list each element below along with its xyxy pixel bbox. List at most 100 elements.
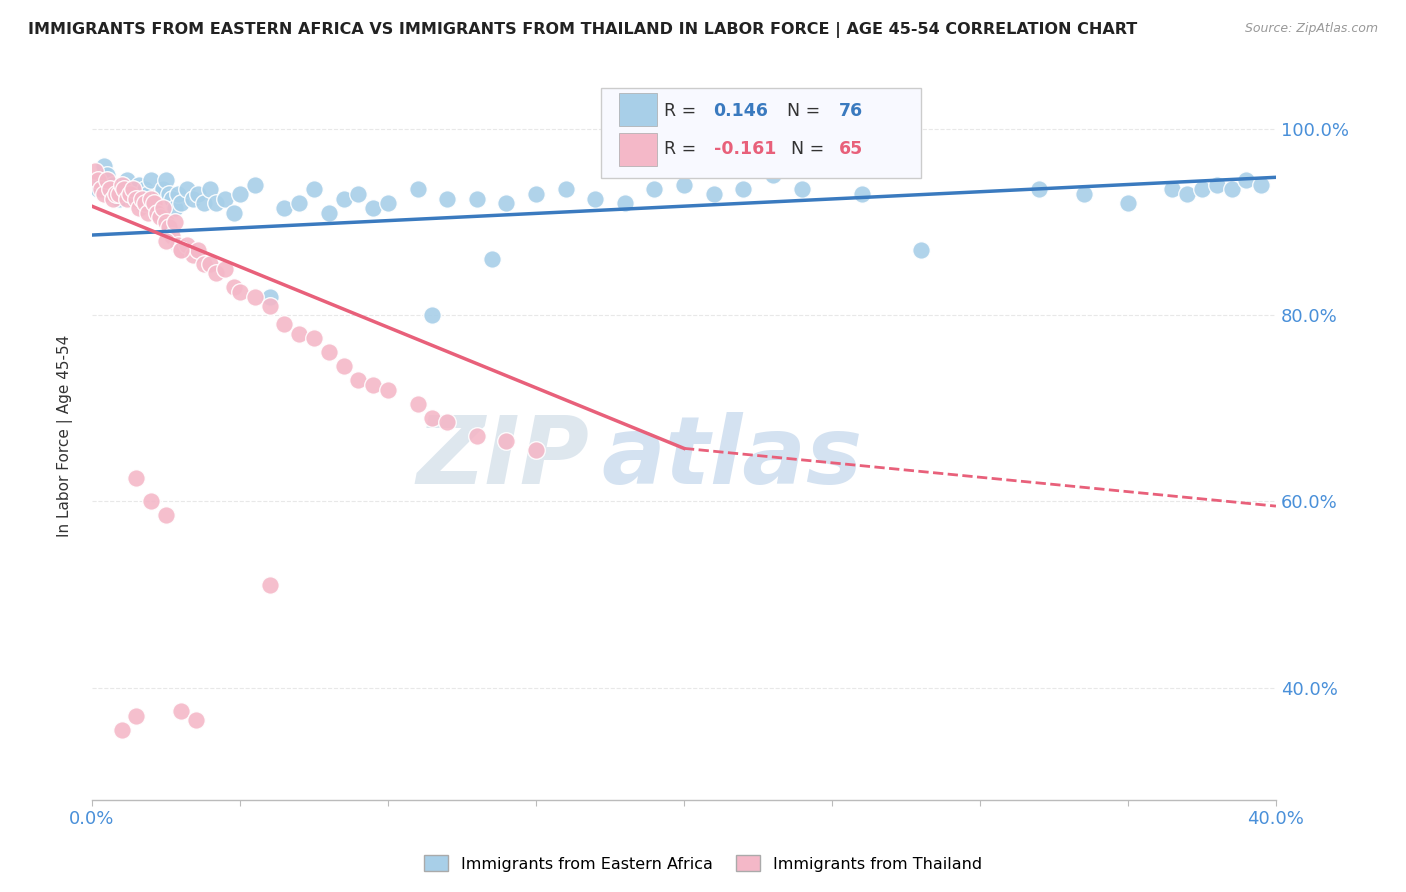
Point bbox=[1161, 182, 1184, 196]
Point bbox=[222, 280, 245, 294]
Point bbox=[125, 182, 148, 196]
Point bbox=[114, 182, 136, 196]
Point bbox=[104, 187, 127, 202]
Point bbox=[110, 178, 132, 192]
Point bbox=[318, 205, 340, 219]
Point bbox=[181, 247, 204, 261]
Point bbox=[110, 723, 132, 737]
Point bbox=[436, 192, 458, 206]
Point bbox=[139, 173, 162, 187]
Point bbox=[152, 201, 174, 215]
Point bbox=[134, 182, 156, 196]
Point bbox=[170, 243, 193, 257]
Point bbox=[910, 243, 932, 257]
Point bbox=[273, 201, 295, 215]
Point bbox=[1234, 173, 1257, 187]
Point bbox=[259, 289, 281, 303]
Point bbox=[170, 243, 193, 257]
Text: Source: ZipAtlas.com: Source: ZipAtlas.com bbox=[1244, 22, 1378, 36]
Point bbox=[205, 196, 228, 211]
Point bbox=[733, 182, 755, 196]
Point bbox=[117, 192, 139, 206]
Text: R =: R = bbox=[664, 140, 702, 158]
Point bbox=[157, 219, 180, 234]
Point bbox=[96, 169, 118, 183]
Point bbox=[149, 187, 172, 202]
Point bbox=[1175, 187, 1198, 202]
Point bbox=[101, 178, 124, 192]
Point bbox=[332, 359, 354, 374]
Point bbox=[117, 173, 139, 187]
Point bbox=[184, 714, 207, 728]
Text: N =: N = bbox=[780, 140, 830, 158]
Point bbox=[155, 508, 177, 523]
Point bbox=[465, 429, 488, 443]
Point bbox=[200, 182, 222, 196]
Point bbox=[377, 383, 399, 397]
Point bbox=[229, 187, 252, 202]
Point bbox=[122, 192, 145, 206]
Point bbox=[122, 182, 145, 196]
Point bbox=[1191, 182, 1213, 196]
Y-axis label: In Labor Force | Age 45-54: In Labor Force | Age 45-54 bbox=[58, 335, 73, 537]
Point bbox=[166, 187, 188, 202]
Point bbox=[160, 192, 183, 206]
Point bbox=[318, 345, 340, 359]
Point bbox=[101, 192, 124, 206]
Point bbox=[302, 331, 325, 345]
Point bbox=[243, 178, 266, 192]
Point bbox=[214, 192, 236, 206]
Point bbox=[139, 192, 162, 206]
Point bbox=[406, 397, 429, 411]
Point bbox=[762, 169, 785, 183]
Point bbox=[152, 182, 174, 196]
Point bbox=[524, 187, 547, 202]
Text: N =: N = bbox=[776, 102, 827, 120]
Point bbox=[166, 238, 188, 252]
Text: 76: 76 bbox=[839, 102, 863, 120]
Point bbox=[273, 318, 295, 332]
Point bbox=[205, 266, 228, 280]
Point bbox=[143, 196, 166, 211]
Point bbox=[792, 182, 814, 196]
Point bbox=[98, 187, 121, 202]
Point bbox=[90, 182, 112, 196]
Point bbox=[160, 229, 183, 244]
Point bbox=[176, 182, 198, 196]
Point bbox=[143, 192, 166, 206]
Point bbox=[163, 215, 186, 229]
Point bbox=[146, 205, 169, 219]
Point bbox=[1116, 196, 1139, 211]
Point bbox=[93, 159, 115, 173]
Point bbox=[125, 471, 148, 485]
Point bbox=[98, 182, 121, 196]
Point bbox=[193, 257, 215, 271]
Point bbox=[163, 201, 186, 215]
Point bbox=[851, 187, 873, 202]
Text: 0.146: 0.146 bbox=[714, 102, 769, 120]
Point bbox=[672, 178, 695, 192]
Point bbox=[136, 187, 159, 202]
Point bbox=[176, 238, 198, 252]
Point bbox=[107, 192, 129, 206]
Point bbox=[107, 187, 129, 202]
Point bbox=[146, 205, 169, 219]
Point bbox=[643, 182, 665, 196]
Point bbox=[1250, 178, 1272, 192]
Point bbox=[495, 196, 517, 211]
Point bbox=[181, 192, 204, 206]
Point bbox=[136, 205, 159, 219]
Point bbox=[613, 196, 636, 211]
Point bbox=[1220, 182, 1243, 196]
Point bbox=[155, 215, 177, 229]
Point bbox=[377, 196, 399, 211]
Point bbox=[524, 443, 547, 458]
Text: 65: 65 bbox=[839, 140, 863, 158]
Legend: Immigrants from Eastern Africa, Immigrants from Thailand: Immigrants from Eastern Africa, Immigran… bbox=[416, 847, 990, 880]
Point bbox=[193, 196, 215, 211]
Point bbox=[259, 299, 281, 313]
Point bbox=[200, 257, 222, 271]
Point bbox=[583, 192, 606, 206]
Point bbox=[259, 578, 281, 592]
FancyBboxPatch shape bbox=[600, 87, 921, 178]
